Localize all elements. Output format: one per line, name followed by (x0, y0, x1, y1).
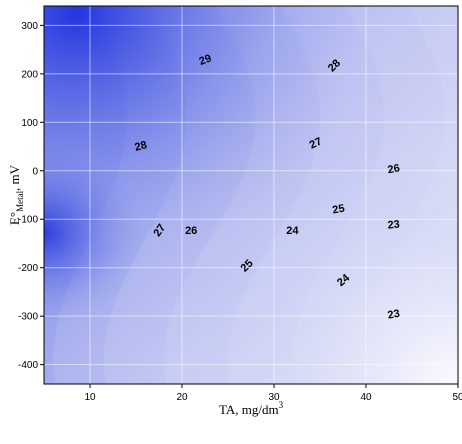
x-tick-label: 30 (268, 392, 280, 403)
x-tick-label: 10 (84, 392, 96, 403)
contour-label: 27 (308, 136, 324, 152)
x-tick-label: 40 (360, 392, 372, 403)
contour-label: 29 (198, 53, 214, 68)
y-tick-label: -100 (18, 215, 38, 226)
contour-label: 23 (387, 219, 400, 232)
plot-frame (43, 5, 459, 385)
low-region-bottom-right (44, 6, 458, 384)
x-axis-ticks: 10 20 30 40 50 (84, 384, 462, 403)
y-tick-label: -300 (18, 312, 38, 323)
y-tick-label: -200 (18, 263, 38, 274)
contour-label: 28 (133, 139, 148, 154)
contour-label: 24 (286, 225, 299, 237)
contour-label: 25 (331, 203, 345, 217)
y-axis-ticks: 300 200 100 0 -100 -200 -300 -400 (18, 21, 44, 371)
y-tick-label: 200 (21, 69, 38, 80)
contour-label: 26 (185, 225, 197, 237)
x-tick-label: 50 (452, 392, 462, 403)
gridlines (44, 6, 458, 384)
plot-area (44, 6, 458, 384)
y-tick-label: 300 (21, 21, 38, 32)
y-tick-label: 0 (32, 166, 38, 177)
x-tick-label: 20 (176, 392, 188, 403)
contour-label: 26 (387, 162, 401, 176)
contour-label: 23 (387, 308, 401, 322)
y-tick-label: 100 (21, 118, 38, 129)
x-axis-title: TA, mg/dm3 (219, 400, 284, 417)
y-tick-label: -400 (18, 360, 38, 371)
contour-label: 27 (151, 222, 168, 239)
y-axis-title: E°Metal, mV (7, 164, 25, 225)
